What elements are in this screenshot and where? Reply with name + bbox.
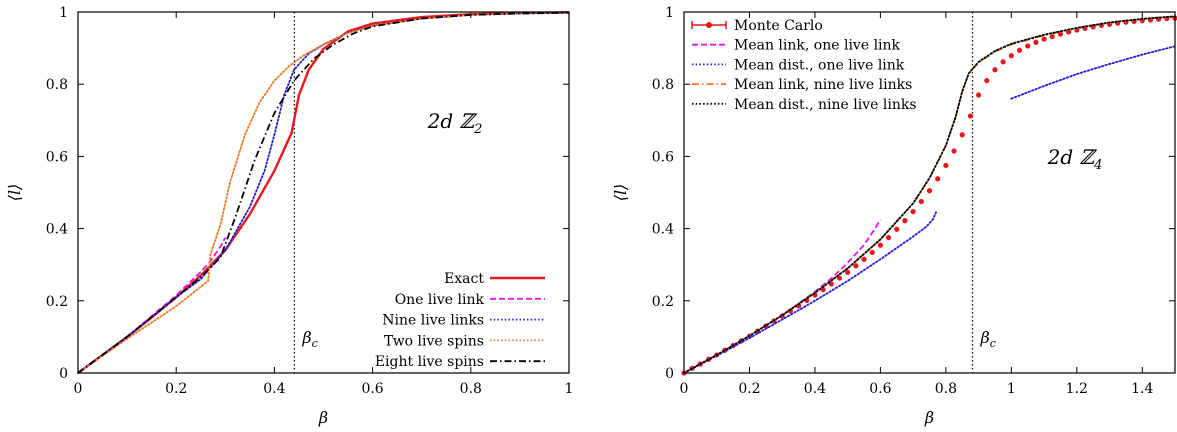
data-point <box>976 92 982 98</box>
data-point <box>836 275 843 281</box>
model-annotation-subscript: 2 <box>473 122 482 137</box>
x-tick-label: 1.4 <box>1131 381 1153 397</box>
legend-swatch-point <box>706 22 712 28</box>
y-tick-label: 0.6 <box>652 149 674 165</box>
y-tick-label: 0.8 <box>652 77 674 93</box>
critical-beta-subscript: c <box>990 337 996 350</box>
legend-label: One live link <box>395 292 485 308</box>
model-annotation-subscript: 4 <box>1093 158 1102 173</box>
data-point <box>1016 47 1023 53</box>
x-tick-label: 0.2 <box>738 381 760 397</box>
plot-frame <box>77 11 570 374</box>
data-point <box>861 256 867 262</box>
y-tick-label: 0.4 <box>652 222 674 238</box>
data-point <box>959 132 965 138</box>
data-point <box>935 176 941 182</box>
x-tick-label: 1 <box>565 381 574 397</box>
plot-frame <box>683 11 1176 374</box>
x-axis-label: β <box>924 408 934 427</box>
y-tick-label: 1 <box>59 5 68 21</box>
legend-label: Two live spins <box>384 333 484 349</box>
x-tick-label: 0.8 <box>460 381 482 397</box>
y-tick-label: 0.8 <box>46 77 68 93</box>
data-point <box>951 148 957 154</box>
data-point <box>992 67 998 73</box>
data-point <box>1008 53 1014 59</box>
series-line-3 <box>683 211 937 374</box>
series-line-4 <box>1010 45 1176 100</box>
series-line-2 <box>77 237 227 374</box>
x-tick-label: 1 <box>1007 381 1016 397</box>
data-point <box>918 198 924 205</box>
x-tick-label: 0.4 <box>804 381 826 397</box>
series-line-3 <box>77 11 570 374</box>
legend-label: Mean link, one live link <box>734 38 901 54</box>
legend-label: Exact <box>444 271 484 287</box>
data-point <box>1000 59 1006 65</box>
x-tick-label: 0.2 <box>165 381 187 397</box>
y-axis-label: ⟨l⟩ <box>611 184 630 202</box>
x-tick-label: 0.4 <box>263 381 285 397</box>
data-point <box>943 162 949 169</box>
y-tick-label: 0 <box>59 366 68 382</box>
y-tick-label: 0.2 <box>652 294 674 310</box>
data-point <box>845 269 851 275</box>
data-point <box>894 226 900 232</box>
data-point <box>902 218 908 224</box>
y-tick-label: 0.2 <box>46 294 68 310</box>
series-line-5 <box>77 11 570 374</box>
y-tick-label: 0.6 <box>46 149 68 165</box>
data-point <box>1049 33 1055 40</box>
series-line-2 <box>683 219 882 374</box>
x-tick-label: 0.8 <box>935 381 957 397</box>
y-axis-label: ⟨l⟩ <box>5 184 24 202</box>
chart-panel-2: 0 0.2 0.4 0.6 0.8 1 1.2 1.4 0 0.2 0.4 0.6 0.8 1 β ⟨l⟩ βc… <box>611 5 1177 427</box>
data-point <box>910 209 916 215</box>
series-line-6 <box>683 15 1176 374</box>
data-point <box>853 263 859 269</box>
legend-label: Mean dist., one live link <box>734 57 905 73</box>
model-annotation: 2d ℤ2 <box>427 109 483 137</box>
data-point <box>967 113 974 119</box>
data-point <box>877 242 884 248</box>
legend-label: Mean link, nine live links <box>734 77 912 93</box>
critical-beta-subscript: c <box>312 337 318 350</box>
data-point <box>926 188 933 194</box>
model-annotation: 2d ℤ4 <box>1047 145 1103 173</box>
chart-panel-1: 0 0.2 0.4 0.6 0.8 1 0 0.2 0.4 0.6 0.8 1 β ⟨l⟩ βc 2d ℤ2 E… <box>5 5 573 427</box>
data-point <box>1057 31 1064 37</box>
legend-label: Monte Carlo <box>734 18 823 34</box>
x-axis-label: β <box>318 408 328 427</box>
legend-label: Nine live links <box>382 313 484 329</box>
x-tick-label: 0.6 <box>869 381 891 397</box>
data-point <box>869 249 875 256</box>
legend: Exact One live link Nine live links Two liv… <box>375 271 545 370</box>
x-tick-label: 0 <box>74 381 83 397</box>
data-point <box>1025 43 1031 49</box>
data-point <box>1041 36 1047 42</box>
data-point <box>984 77 990 84</box>
critical-beta-label: βc <box>301 328 317 350</box>
legend-label: Mean dist., nine live links <box>734 97 917 113</box>
y-tick-label: 0.4 <box>46 222 68 238</box>
y-tick-label: 1 <box>665 5 674 21</box>
x-tick-label: 0 <box>680 381 689 397</box>
x-tick-label: 1.2 <box>1066 381 1088 397</box>
x-tick-label: 0.6 <box>361 381 383 397</box>
y-tick-label: 0 <box>665 366 674 382</box>
data-point <box>1033 39 1039 45</box>
series-line-1 <box>77 11 570 374</box>
critical-beta-label: βc <box>980 328 996 350</box>
data-point <box>885 235 892 241</box>
legend: Monte Carlo Mean link, one live link Mean … <box>691 18 917 113</box>
legend-label: Eight live spins <box>375 354 484 370</box>
